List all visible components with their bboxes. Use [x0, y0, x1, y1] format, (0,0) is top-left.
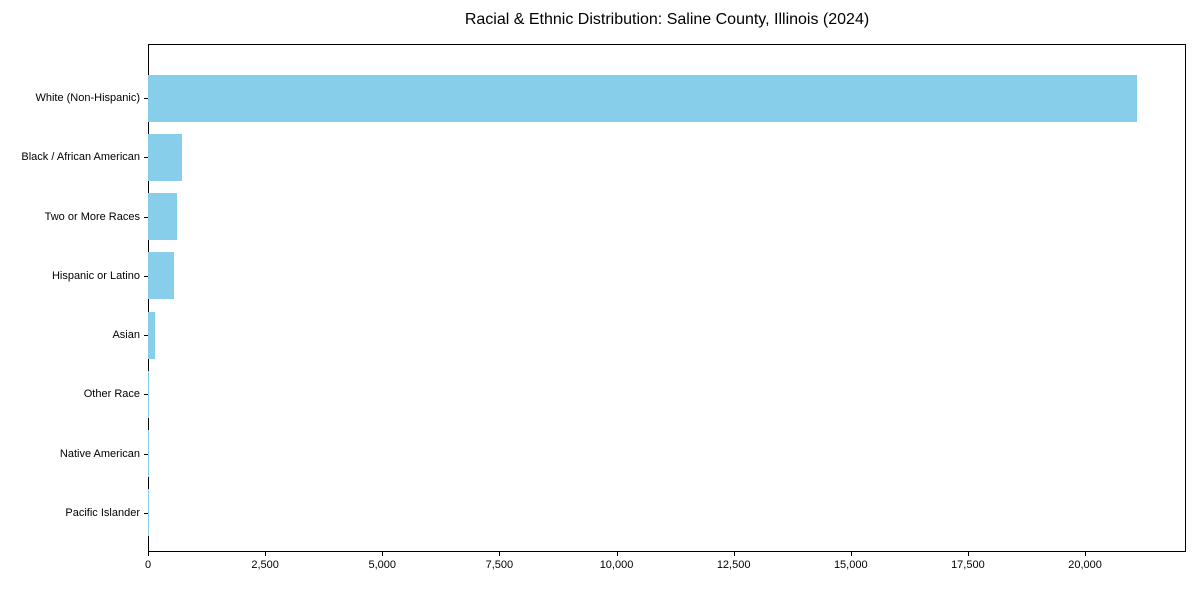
y-axis-label: Black / African American	[21, 151, 140, 164]
x-tick-mark	[148, 552, 149, 556]
x-tick-mark	[1085, 552, 1087, 556]
y-tick-mark	[144, 453, 148, 455]
y-axis-label: Two or More Races	[44, 210, 140, 223]
x-tick-label: 5,000	[368, 559, 397, 571]
y-tick-mark	[144, 157, 148, 159]
x-tick-mark	[382, 552, 384, 556]
x-tick-mark	[616, 552, 618, 556]
x-tick-label: 0	[144, 559, 152, 571]
bar-white-non-hispanic	[148, 74, 1137, 122]
bar-two-or-more-races	[148, 193, 178, 241]
y-tick-mark	[144, 216, 148, 218]
plot-area	[148, 44, 1186, 552]
x-tick-mark	[850, 552, 852, 556]
x-tick-mark	[733, 552, 735, 556]
x-tick-label: 20,000	[1068, 559, 1102, 571]
y-axis-label: Native American	[59, 447, 140, 460]
x-tick-label: 15,000	[833, 559, 868, 571]
x-tick-label: 17,500	[951, 559, 985, 571]
x-tick-mark	[499, 552, 501, 556]
y-axis-label: Hispanic or Latino	[51, 269, 140, 282]
x-tick-label: 2,500	[251, 559, 279, 571]
bar-black-african-american	[148, 133, 183, 181]
x-tick-label: 10,000	[599, 559, 634, 571]
y-axis-label: White (Non-Hispanic)	[35, 92, 140, 104]
y-tick-mark	[144, 335, 148, 337]
x-tick-mark	[967, 552, 969, 556]
y-axis-label: Pacific Islander	[65, 506, 140, 519]
bar-hispanic-or-latino	[148, 252, 174, 300]
x-tick-mark	[265, 552, 267, 556]
y-axis-label: Other Race	[83, 388, 140, 401]
y-axis-label: Asian	[112, 329, 140, 342]
y-tick-mark	[144, 98, 148, 99]
x-tick-label: 7,500	[485, 559, 514, 571]
bar-asian	[148, 311, 155, 359]
bar-other-race	[148, 370, 149, 418]
y-tick-mark	[144, 512, 148, 514]
chart-title: Racial & Ethnic Distribution: Saline Cou…	[464, 11, 870, 28]
y-tick-mark	[144, 275, 148, 277]
y-tick-mark	[144, 394, 148, 396]
x-tick-label: 12,500	[716, 559, 751, 571]
